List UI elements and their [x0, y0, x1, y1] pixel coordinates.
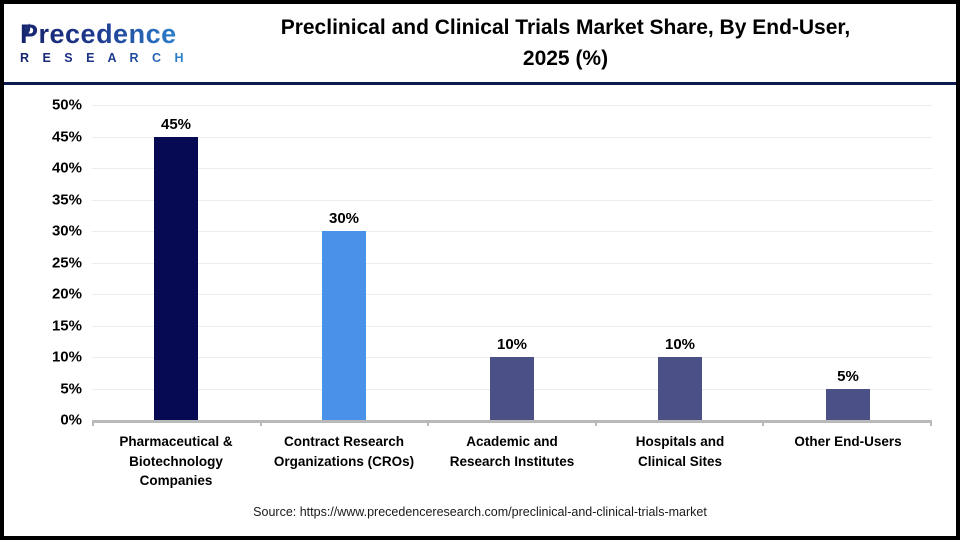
bar-value-label: 30%	[328, 210, 360, 227]
y-tick-label: 35%	[51, 191, 82, 208]
category-labels: Pharmaceutical & Biotechnology Companies Co…	[92, 432, 932, 491]
bar-column: 10%	[596, 105, 764, 420]
category-label: Academic and Research Institutes	[449, 434, 575, 469]
gridline	[92, 168, 932, 169]
y-tick-label: 30%	[51, 222, 82, 240]
gridline	[92, 325, 932, 327]
bar-value-label: 45%	[160, 115, 192, 133]
source-text: Source: https://www.precedenceresearch.c…	[253, 504, 707, 519]
y-tick-label: 10%	[51, 348, 82, 366]
category-label: Hospitals and Clinical Sites	[635, 434, 725, 469]
bar-column: 10%	[428, 105, 596, 420]
x-axis-tick	[764, 423, 932, 426]
category-label: Pharmaceutical & Biotechnology Companies	[119, 434, 233, 489]
category-label: Contract Research Organizations (CROs)	[273, 434, 415, 469]
bar-stack: 10%	[490, 336, 534, 420]
leaf-icon	[23, 14, 34, 35]
gridline	[92, 262, 932, 264]
header: Precedence R E S E A R C H Preclinical a…	[4, 4, 956, 82]
bar-value-label: 5%	[837, 367, 859, 385]
category-label: Other End-Users	[794, 434, 902, 449]
bar-stack: 5%	[826, 367, 870, 420]
bar-value-label: 10%	[496, 336, 528, 353]
y-tick-label: 20%	[51, 285, 82, 303]
x-axis-tick	[597, 423, 765, 426]
gridline	[92, 105, 932, 106]
y-tick-label: 5%	[60, 380, 82, 397]
y-tick-label: 50%	[51, 96, 82, 114]
bar-chart: 0% 5% 10% 15% 20% 25% 30% 35% 40% 45% 50% 45% 30% 10…	[4, 97, 956, 491]
x-axis-tick	[262, 423, 430, 426]
title-line-1: Preclinical and Clinical Trials Market S…	[280, 15, 851, 39]
x-axis-tick	[429, 423, 597, 426]
logo-sub-text: R E S E A R C H	[20, 51, 195, 65]
x-axis-tick	[94, 423, 262, 426]
bar	[826, 388, 870, 420]
precedence-logo: Precedence R E S E A R C H	[20, 21, 195, 65]
title-line-2: 2025 (%)	[522, 47, 609, 70]
gridline	[92, 294, 932, 295]
logo-brand-text: Precedence	[20, 21, 195, 48]
bar-stack: 10%	[658, 336, 702, 420]
plot-area: 45% 30% 10% 10% 5%	[92, 105, 932, 420]
y-tick-label: 15%	[51, 317, 82, 334]
bars-layer: 45% 30% 10% 10% 5%	[92, 105, 932, 420]
bar	[658, 357, 702, 420]
gridline	[92, 136, 932, 138]
bar	[322, 231, 366, 420]
gridline	[92, 199, 932, 201]
bar-column: 5%	[764, 105, 932, 420]
bar-column: 45%	[92, 105, 260, 420]
bar-value-label: 10%	[664, 336, 696, 353]
bar	[154, 136, 198, 420]
page-title: Preclinical and Clinical Trials Market S…	[195, 12, 944, 75]
y-tick-label: 25%	[51, 254, 82, 271]
y-tick-label: 45%	[51, 128, 82, 145]
bar-stack: 45%	[154, 115, 198, 420]
plot-wrap: 45% 30% 10% 10% 5% Pharmaceutical & Biotechno…	[92, 105, 932, 491]
logo-brand-label: Precedence	[20, 19, 177, 49]
bar	[490, 357, 534, 420]
y-axis: 0% 5% 10% 15% 20% 25% 30% 35% 40% 45% 50%	[4, 97, 92, 429]
header-divider	[4, 82, 956, 85]
gridline	[92, 231, 932, 232]
y-tick-label: 40%	[51, 159, 82, 177]
y-tick-label: 0%	[60, 411, 82, 429]
bar-column: 30%	[260, 105, 428, 420]
x-axis-line	[92, 420, 932, 426]
bar-stack: 30%	[322, 210, 366, 420]
